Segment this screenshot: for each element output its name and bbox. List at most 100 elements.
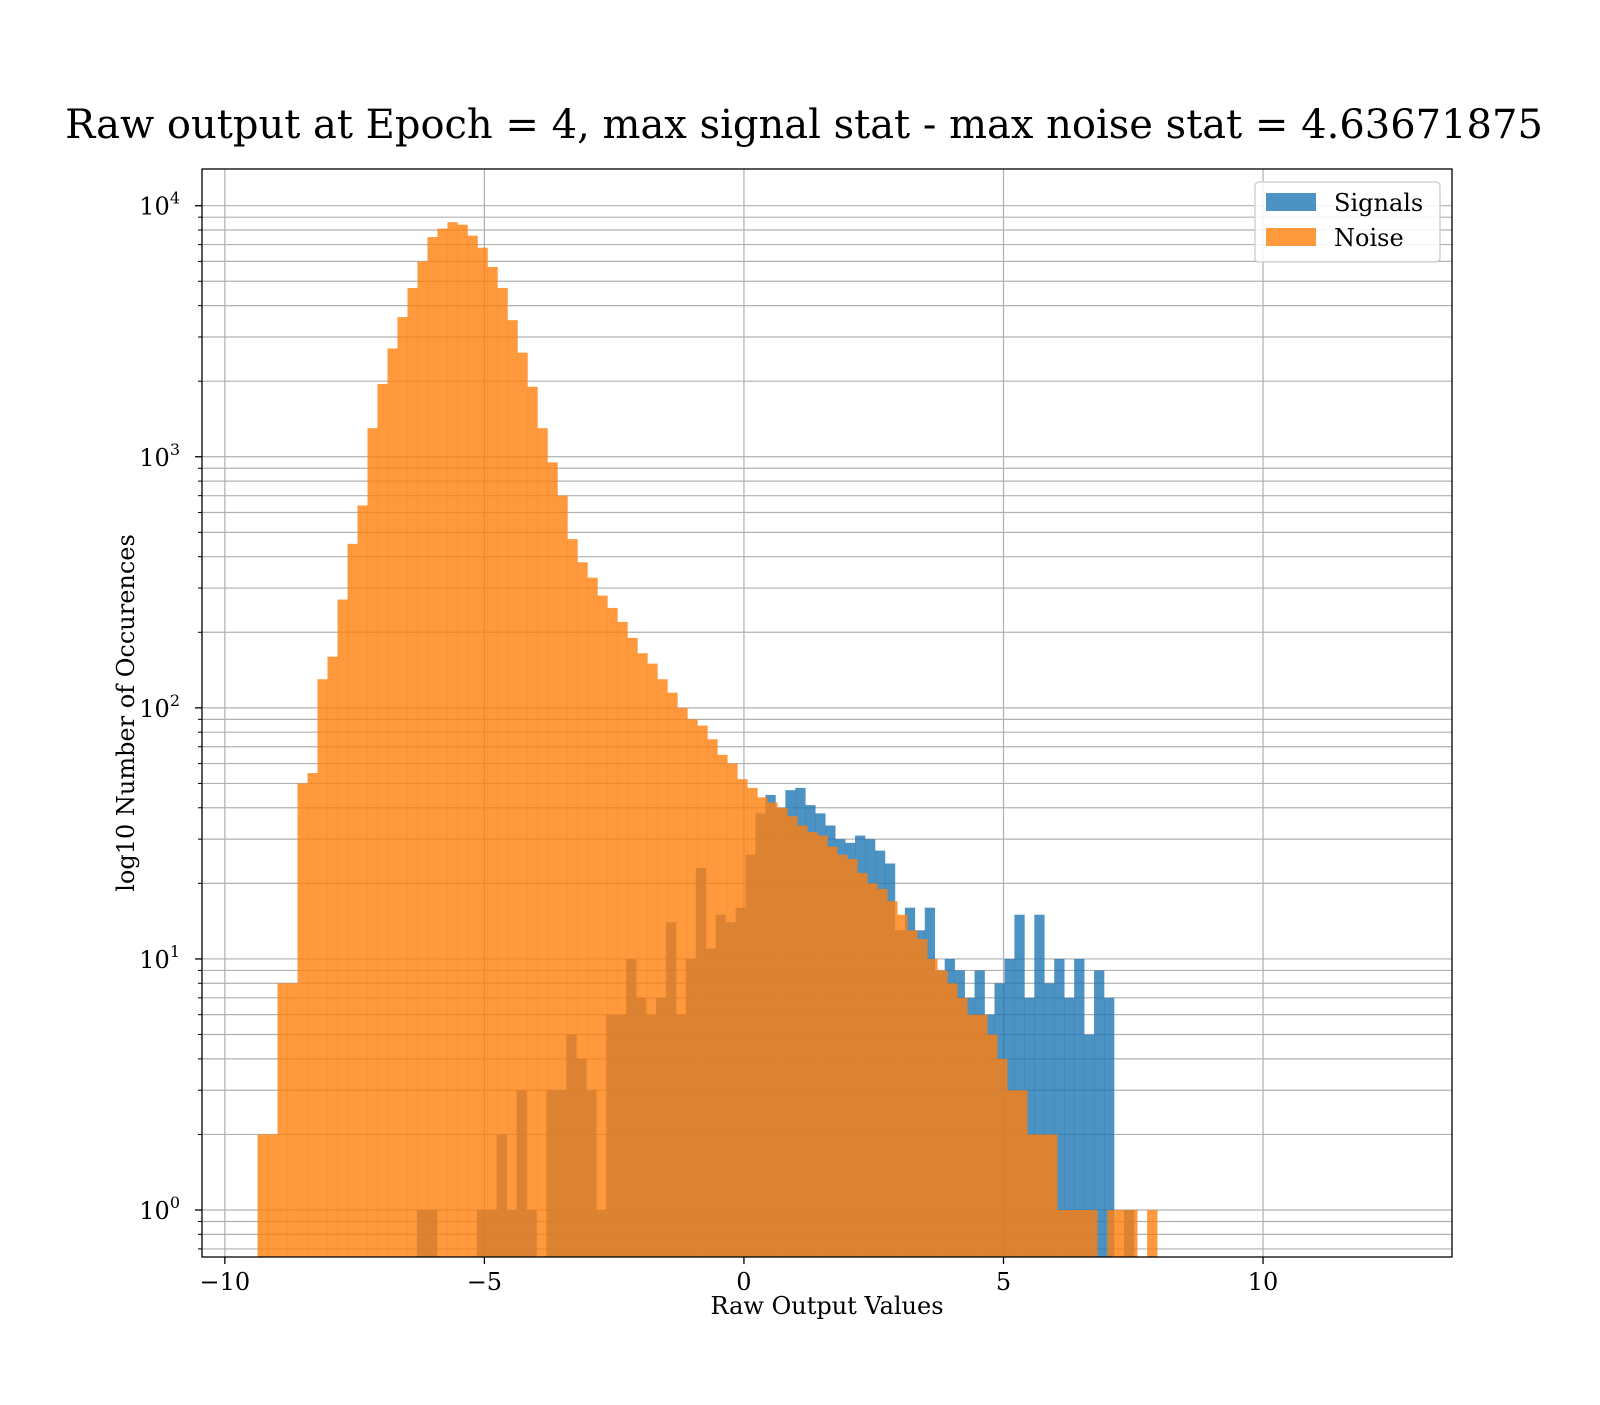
histogram-bar [287,983,298,1257]
histogram-bar [547,462,558,1257]
histogram-bar [597,595,608,1257]
histogram-bar [347,543,358,1257]
histogram-bar [767,802,778,1257]
histogram-bar [377,383,388,1257]
histogram-bar [487,266,498,1257]
histogram-bar [607,607,618,1257]
histogram-bar [367,428,378,1257]
histogram-bar [947,983,958,1257]
y-tick-label: 104 [139,189,180,221]
histogram-bar [817,835,828,1257]
legend-label-noise: Noise [1334,224,1404,252]
histogram-bar [327,656,338,1257]
histogram-bar [537,428,548,1257]
histogram-bar [1037,1134,1048,1257]
histogram-bar [937,970,948,1257]
x-tick-label: 5 [996,1268,1011,1296]
y-tick-label: 100 [139,1193,180,1225]
histogram-bar [617,621,628,1257]
histogram-bar [897,914,908,1257]
histogram-bar [637,653,648,1257]
histogram-bar [387,348,398,1258]
histogram-bar [667,692,678,1257]
histogram-bar [317,679,328,1257]
histogram-bar [757,797,768,1257]
histogram-bar [957,997,968,1257]
histogram-bar [437,228,448,1257]
histogram-bar [1064,997,1075,1257]
histogram-bar [1117,1210,1128,1257]
histogram-bar [567,539,578,1257]
histogram-bar [917,939,928,1257]
histogram-bar [277,983,288,1257]
y-tick-label: 101 [139,942,180,974]
histogram-bar [1057,1210,1068,1257]
histogram-bar [707,739,718,1257]
histogram-bar [967,1014,978,1257]
histogram-bar [647,663,658,1257]
histogram-bar [557,495,568,1257]
histogram-bar [997,1058,1008,1257]
legend-swatch-noise [1266,228,1316,246]
histogram-bar [1107,1210,1118,1257]
histogram-bar [527,386,538,1257]
histogram-bar [1094,970,1105,1257]
histogram-bar [507,320,518,1257]
histogram-bar [297,783,308,1257]
histogram-bar [1024,997,1035,1257]
histogram-bar [397,317,408,1258]
legend: Signals Noise [1254,181,1441,263]
histogram-bar [1077,1210,1088,1257]
histogram-bar [697,725,708,1257]
x-axis-label: Raw Output Values [710,1292,943,1320]
histogram-bar [587,577,598,1257]
histogram-bar [777,807,788,1257]
histogram-bar [417,261,428,1257]
histogram-bar [1084,1034,1095,1257]
x-tick-label: −5 [467,1268,502,1296]
histogram-bar [987,1034,998,1257]
histogram-bar [1047,1134,1058,1257]
histogram-bar [787,816,798,1257]
histogram-bar [577,562,588,1257]
histogram-bar [877,888,888,1257]
histogram-bar [677,707,688,1257]
histogram-bar [407,288,418,1257]
plot-frame [201,168,1453,1258]
x-tick-label: −10 [200,1268,251,1296]
histogram-bar [447,222,458,1257]
histogram-bar [1127,1210,1138,1257]
histogram-bar [847,859,858,1257]
histogram-bar [357,505,368,1257]
histogram-bar [717,754,728,1257]
histogram-bar [887,901,898,1257]
x-tick-label: 10 [1248,1268,1279,1296]
histogram-bar [267,1134,278,1257]
histogram-bar [737,779,748,1257]
axis-ticks: −10 −5 0 5 10 100 101 102 103 104 [139,189,1278,1296]
histogram-bar [1007,1090,1018,1257]
histogram-bar [1054,958,1065,1257]
histogram-bar [807,832,818,1257]
histogram-bar [457,224,468,1258]
histogram-bar [1104,997,1115,1257]
histogram-bar [1074,958,1085,1257]
histogram-bar [747,787,758,1257]
histogram-bar [827,846,838,1257]
histogram-bar [907,930,918,1257]
y-tick-label: 102 [139,691,180,723]
histogram-bar [477,247,488,1258]
chart-title: Raw output at Epoch = 4, max signal stat… [65,102,1543,148]
histogram-bar [1034,914,1045,1257]
histogram-bar [727,763,738,1257]
legend-label-signals: Signals [1334,189,1423,217]
histogram-bar [657,679,668,1257]
histogram-bar [257,1134,268,1257]
x-tick-label: 0 [736,1268,751,1296]
histogram-bar [1087,1210,1098,1257]
histogram-bar [977,1014,988,1257]
y-tick-label: 103 [139,440,180,472]
histogram-bar [1147,1210,1158,1257]
